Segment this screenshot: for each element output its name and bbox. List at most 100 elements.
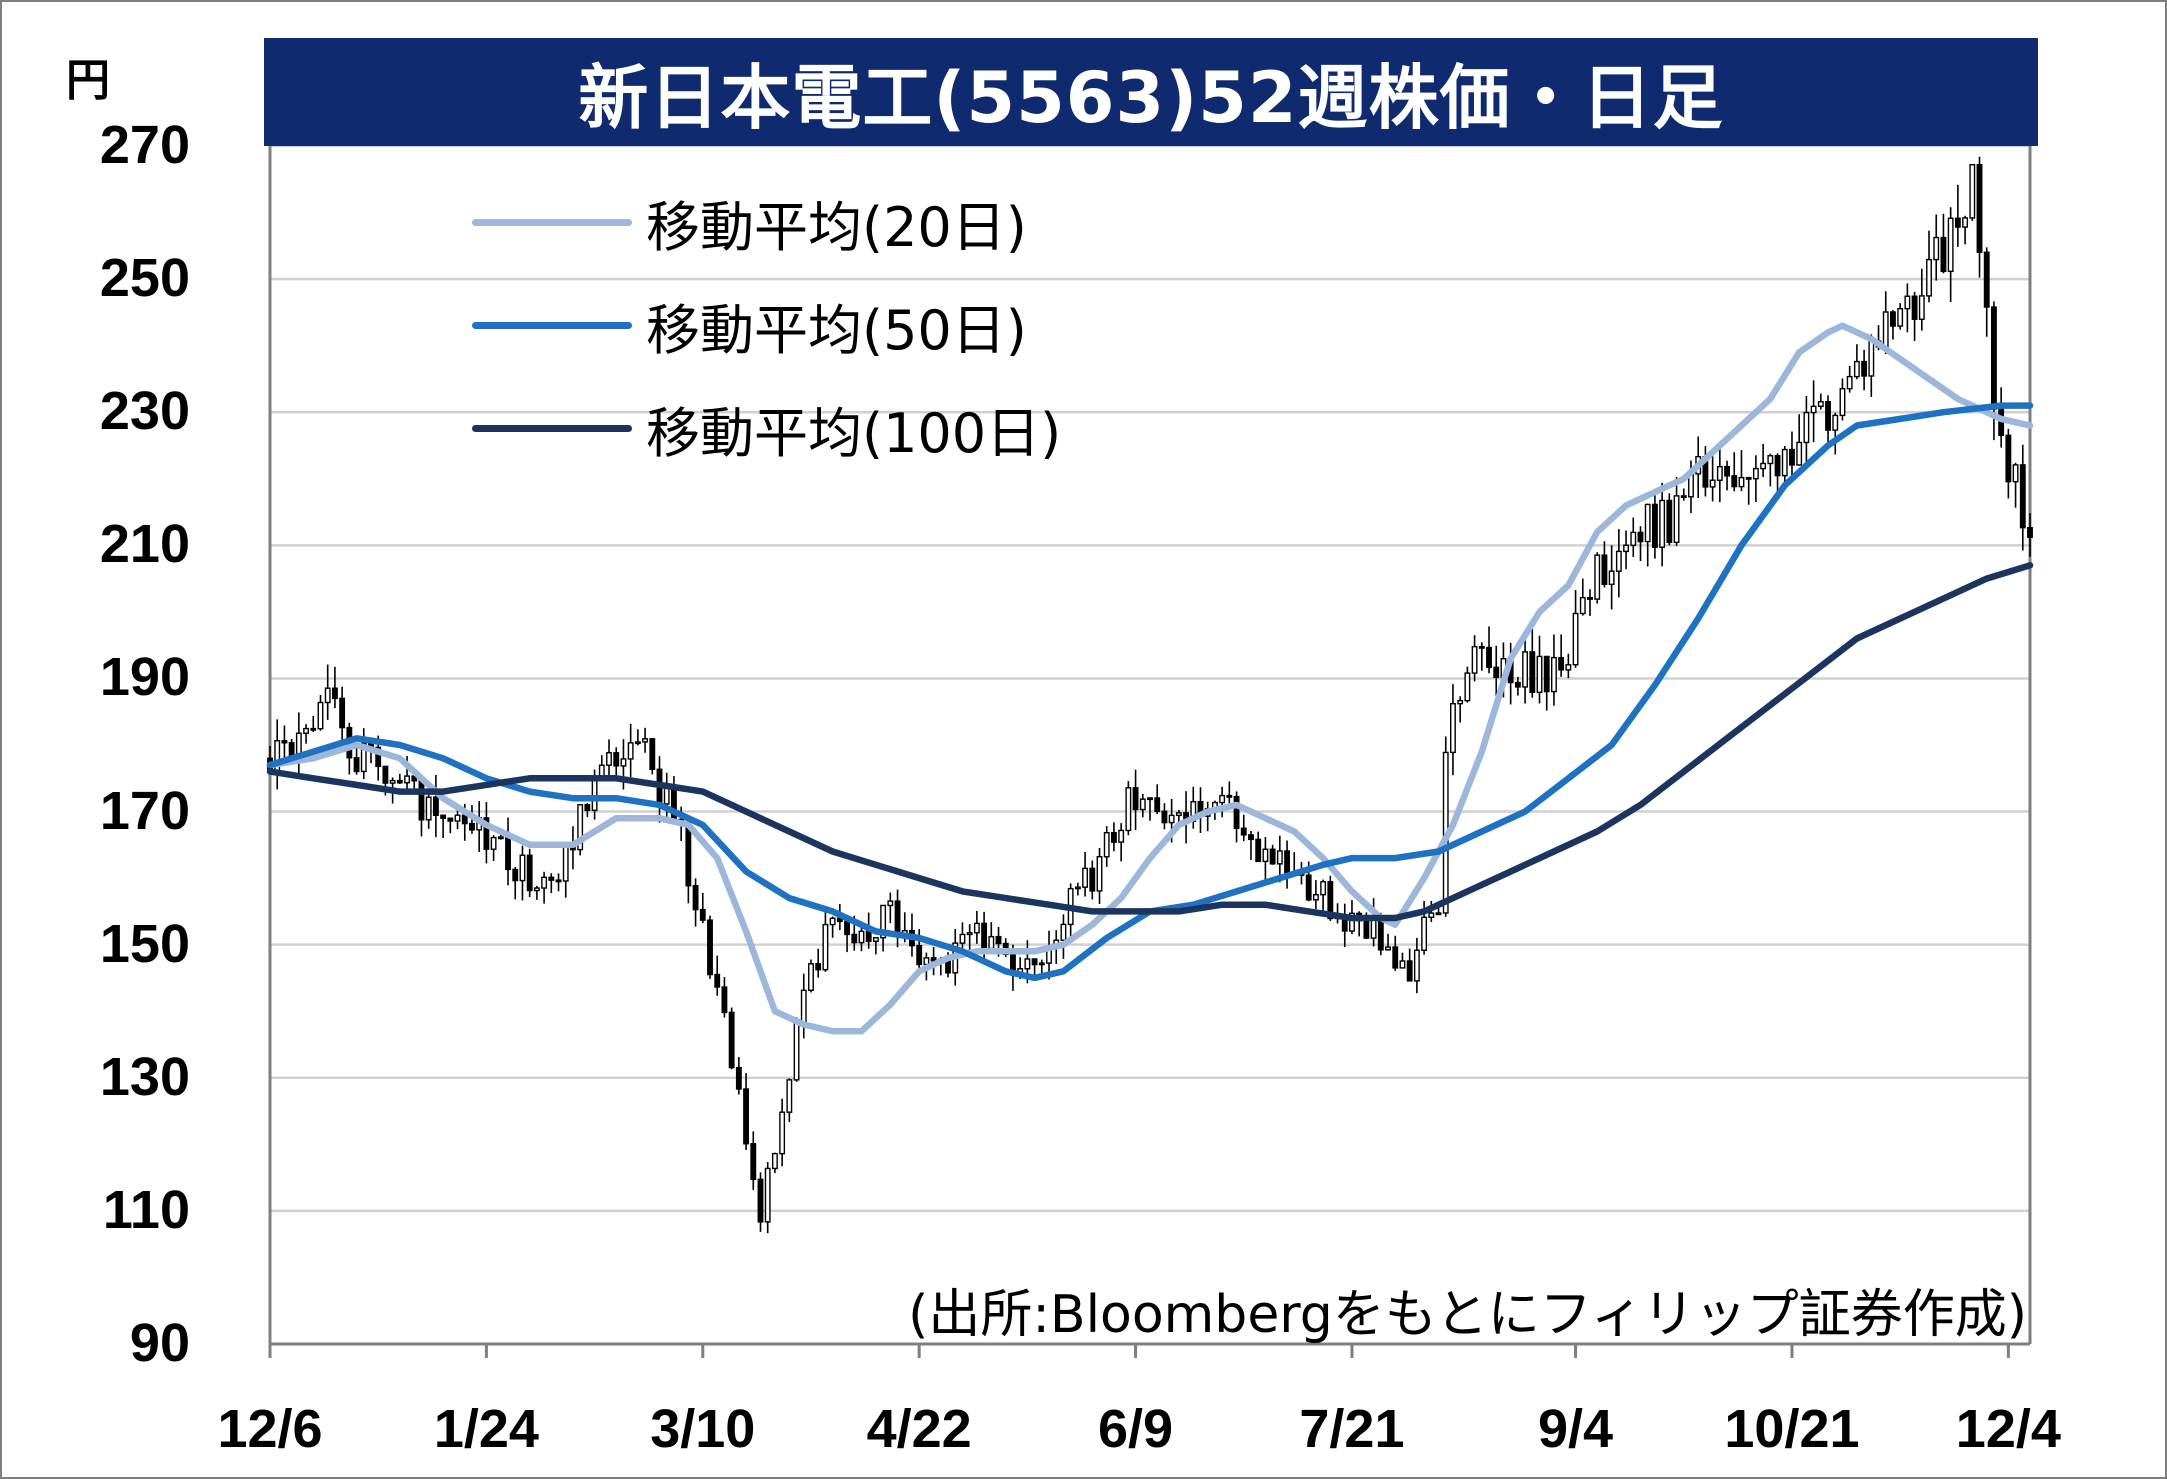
candle-body (779, 1111, 786, 1155)
candle-body (1320, 880, 1327, 896)
candle-body (541, 876, 548, 889)
candle-body (1615, 550, 1622, 572)
candle-body (2027, 527, 2033, 538)
candle-body (1803, 411, 1810, 444)
candlesticks (267, 156, 2033, 1234)
candle-body (1644, 503, 1651, 543)
candle-body (1962, 217, 1969, 228)
candle-body (1219, 794, 1226, 804)
candle-body (519, 854, 526, 882)
y-tick-label: 170 (99, 780, 190, 841)
candle-body (793, 1022, 800, 1081)
candle-body (1637, 531, 1644, 543)
y-tick-label: 130 (99, 1046, 190, 1107)
candle-body (1680, 495, 1687, 499)
candle-body (649, 738, 656, 771)
candle-body (1601, 554, 1608, 586)
legend-label-ma100: 移動平均(100日) (646, 401, 1062, 465)
candle-body (707, 919, 713, 976)
x-tick-label: 4/22 (866, 1399, 972, 1459)
candle-body (1954, 217, 1961, 228)
candle-body (2005, 434, 2012, 483)
candle-body (1226, 794, 1233, 798)
x-tick-label: 3/10 (650, 1399, 756, 1459)
candle-body (1421, 916, 1428, 951)
candle-body (396, 779, 403, 784)
candle-body (1709, 479, 1716, 488)
candle-body (1543, 655, 1550, 693)
candle-body (584, 804, 591, 812)
candle-body (1060, 923, 1067, 941)
candle-body (577, 804, 584, 851)
candle-body (469, 822, 475, 831)
y-tick-label: 270 (99, 115, 190, 175)
candle-body (1572, 612, 1579, 666)
candle-body (1435, 912, 1442, 916)
candle-body (1738, 476, 1745, 488)
candle-body (1659, 499, 1666, 548)
candle-body (743, 1088, 750, 1145)
candle-body (375, 746, 382, 768)
ma-line-50 (266, 402, 2034, 982)
candle-body (1983, 251, 1990, 308)
candle-body (1868, 340, 1875, 377)
candle-body (1082, 867, 1089, 888)
x-tick-label: 1/24 (433, 1399, 539, 1459)
candle-body (1240, 827, 1247, 836)
candle-body (1853, 360, 1860, 378)
candle-body (757, 1178, 764, 1223)
candle-body (526, 854, 533, 892)
candle-body (1118, 829, 1125, 843)
candle-body (764, 1167, 771, 1223)
candle-body (1269, 848, 1276, 865)
legend-item-ma100: 移動平均(100日) (472, 393, 1061, 465)
candle-body (880, 904, 887, 939)
candle-body (1976, 164, 1983, 253)
candle-body (1558, 656, 1565, 671)
candle-body (1276, 850, 1283, 865)
candle-body (1911, 295, 1918, 320)
candle-body (418, 780, 425, 821)
candle-body (1161, 810, 1168, 824)
candle-body (353, 757, 360, 773)
candle-body (1594, 554, 1601, 600)
candle-body (1370, 917, 1377, 939)
candle-body (1839, 387, 1846, 417)
candle-body (714, 973, 721, 988)
legend-item-ma50: 移動平均(50日) (472, 290, 1027, 362)
candle-body (1796, 441, 1803, 466)
candle-body (317, 701, 324, 730)
candle-body (721, 986, 728, 1014)
candle-body (1493, 666, 1500, 679)
y-tick-label: 110 (102, 1179, 190, 1240)
candle-body (1103, 831, 1110, 858)
candle-body (324, 687, 331, 704)
candle-body (981, 922, 988, 950)
candle-body (1825, 401, 1831, 431)
candle-body (606, 752, 612, 766)
candle-body (858, 930, 865, 944)
candle-body (1377, 917, 1384, 951)
legend-label-ma50: 移動平均(50日) (646, 298, 1027, 362)
candle-body (440, 814, 447, 819)
candle-body (786, 1079, 793, 1113)
candle-body (281, 740, 288, 744)
axes (268, 146, 2032, 1358)
candle-body (699, 908, 706, 921)
x-tick-label: 6/9 (1098, 1399, 1174, 1459)
candle-body (1918, 295, 1925, 320)
candle-body (1385, 946, 1391, 951)
candle-body (1926, 258, 1932, 297)
candle-body (454, 814, 461, 822)
candle-body (1327, 880, 1334, 920)
candle-body (505, 836, 511, 871)
candle-body (1716, 465, 1723, 481)
candle-body (548, 876, 555, 881)
candle-body (382, 765, 389, 784)
candle-body (627, 742, 634, 760)
candle-body (1514, 681, 1521, 688)
candle-body (808, 963, 814, 991)
gridlines (270, 144, 2030, 1213)
